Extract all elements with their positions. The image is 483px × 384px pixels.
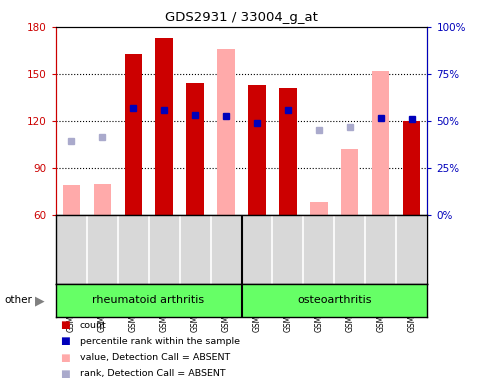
Text: ■: ■	[60, 369, 70, 379]
Text: ■: ■	[60, 353, 70, 362]
Text: ▶: ▶	[35, 294, 44, 307]
Text: osteoarthritis: osteoarthritis	[297, 295, 372, 306]
Bar	[248, 85, 266, 215]
Text: value, Detection Call = ABSENT: value, Detection Call = ABSENT	[80, 353, 230, 362]
Bar	[62, 185, 80, 215]
Text: other: other	[5, 295, 33, 306]
Bar	[341, 149, 358, 215]
Bar	[94, 184, 111, 215]
Text: count: count	[80, 321, 106, 330]
Text: percentile rank within the sample: percentile rank within the sample	[80, 337, 240, 346]
Bar	[217, 49, 235, 215]
Title: GDS2931 / 33004_g_at: GDS2931 / 33004_g_at	[165, 11, 318, 24]
Bar	[403, 121, 421, 215]
Bar	[311, 202, 327, 215]
Bar	[372, 71, 389, 215]
Bar	[186, 83, 203, 215]
Text: rank, Detection Call = ABSENT: rank, Detection Call = ABSENT	[80, 369, 226, 378]
Text: rheumatoid arthritis: rheumatoid arthritis	[92, 295, 205, 306]
Bar	[156, 38, 172, 215]
Text: ■: ■	[60, 336, 70, 346]
Bar	[125, 53, 142, 215]
Text: ■: ■	[60, 320, 70, 330]
Bar	[280, 88, 297, 215]
